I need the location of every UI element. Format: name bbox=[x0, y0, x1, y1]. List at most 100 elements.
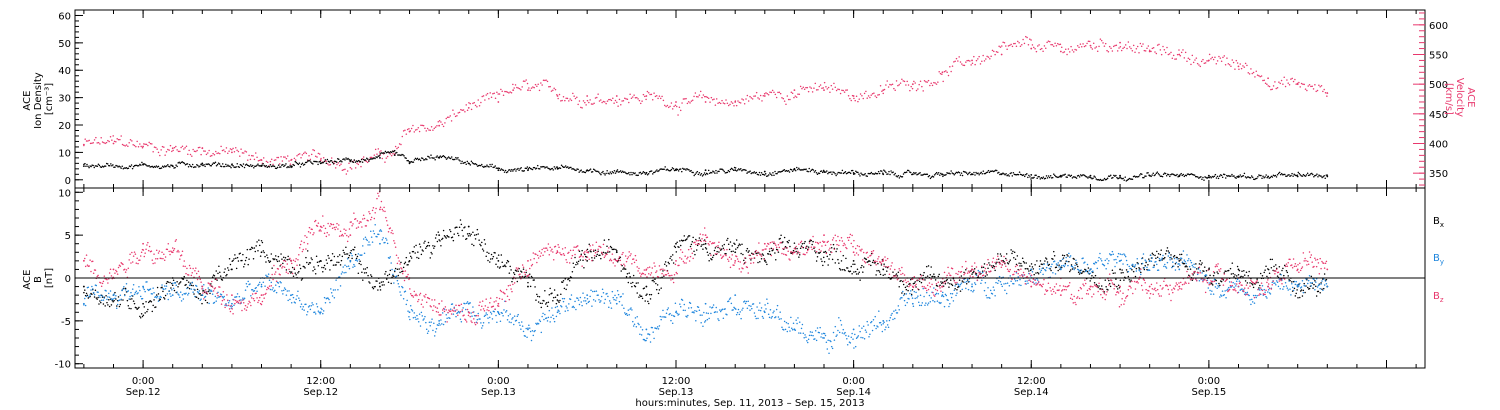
velocity-scatter-point bbox=[1247, 71, 1250, 74]
density-scatter-point bbox=[244, 164, 247, 166]
by-scatter-point bbox=[746, 307, 749, 310]
by-scatter-point bbox=[1026, 280, 1028, 282]
by-scatter-point bbox=[333, 297, 336, 299]
by-scatter-point bbox=[1100, 260, 1103, 262]
bx-scatter-point bbox=[1041, 263, 1043, 266]
velocity-scatter-point bbox=[1100, 39, 1103, 42]
velocity-scatter-point bbox=[129, 139, 132, 141]
bx-scatter-point bbox=[271, 267, 273, 269]
by-scatter-point bbox=[764, 304, 766, 306]
bx-scatter-point bbox=[372, 287, 375, 290]
density-scatter-point bbox=[93, 166, 95, 169]
density-scatter-point bbox=[112, 164, 114, 166]
by-point bbox=[1059, 268, 1062, 271]
bx-scatter-point bbox=[832, 243, 835, 246]
by-scatter-point bbox=[334, 289, 336, 291]
velocity-scatter-point bbox=[112, 135, 114, 137]
velocity-scatter-point bbox=[127, 145, 129, 147]
density-scatter-point bbox=[1028, 174, 1030, 177]
bx-scatter-point bbox=[711, 258, 713, 261]
velocity-scatter-point bbox=[636, 96, 638, 99]
bx-scatter-point bbox=[851, 272, 853, 275]
bx-scatter-point bbox=[742, 253, 744, 256]
by-scatter-point bbox=[121, 289, 123, 292]
velocity-scatter-point bbox=[834, 86, 837, 88]
by-scatter-point bbox=[1219, 296, 1221, 298]
velocity-scatter-point bbox=[1194, 59, 1196, 61]
bx-scatter-point bbox=[568, 279, 571, 282]
by-scatter-point bbox=[235, 295, 238, 298]
density-scatter-point bbox=[1208, 176, 1210, 179]
velocity-scatter-point bbox=[869, 96, 871, 99]
bx-scatter-point bbox=[91, 293, 93, 295]
by-scatter-point bbox=[980, 282, 982, 284]
bx-scatter-point bbox=[261, 241, 264, 244]
by-scatter-point bbox=[869, 333, 871, 336]
density-scatter-point bbox=[442, 155, 445, 157]
density-scatter-point bbox=[807, 170, 809, 173]
bx-scatter-point bbox=[1143, 268, 1146, 271]
by-scatter-point bbox=[520, 328, 522, 330]
bx-scatter-point bbox=[286, 258, 289, 261]
velocity-scatter-point bbox=[398, 143, 401, 145]
velocity-scatter-point bbox=[1151, 47, 1154, 50]
bx-scatter-point bbox=[497, 254, 500, 256]
velocity-scatter-point bbox=[946, 71, 948, 73]
bx-scatter-point bbox=[93, 296, 96, 298]
bx-scatter-point bbox=[97, 296, 99, 299]
density-scatter-point bbox=[570, 166, 572, 169]
velocity-scatter-point bbox=[895, 80, 898, 82]
bx-scatter-point bbox=[513, 273, 516, 276]
by-scatter-point bbox=[289, 298, 291, 301]
velocity-scatter-point bbox=[986, 55, 988, 58]
velocity-scatter-point bbox=[366, 161, 369, 164]
bx-scatter-point bbox=[162, 290, 164, 293]
density-scatter-point bbox=[1276, 174, 1279, 176]
by-scatter-point bbox=[857, 335, 860, 337]
by-scatter-point bbox=[509, 313, 511, 315]
density-scatter-point bbox=[261, 164, 263, 166]
by-scatter-point bbox=[1125, 259, 1128, 262]
by-scatter-point bbox=[981, 271, 984, 274]
bx-scatter-point bbox=[582, 259, 584, 261]
bx-scatter-point bbox=[433, 247, 435, 249]
by-scatter-point bbox=[288, 290, 290, 292]
bx-scatter-point bbox=[1107, 289, 1109, 291]
velocity-scatter-point bbox=[827, 86, 830, 89]
velocity-scatter-point bbox=[529, 89, 531, 92]
density-scatter-point bbox=[523, 170, 526, 172]
velocity-scatter-point bbox=[160, 149, 162, 151]
density-scatter-point bbox=[130, 164, 133, 166]
velocity-scatter-point bbox=[600, 99, 602, 101]
bx-scatter-point bbox=[1063, 254, 1066, 257]
by-scatter-point bbox=[1136, 258, 1138, 260]
velocity-scatter-point bbox=[258, 159, 261, 162]
density-scatter-point bbox=[1041, 177, 1044, 180]
velocity-scatter-point bbox=[1135, 47, 1138, 50]
bx-scatter-point bbox=[926, 275, 929, 277]
density-scatter-point bbox=[1315, 174, 1317, 177]
velocity-scatter-point bbox=[947, 74, 950, 77]
bx-scatter-point bbox=[639, 294, 641, 296]
velocity-scatter-point bbox=[386, 155, 389, 158]
by-scatter-point bbox=[1103, 264, 1106, 267]
bx-scatter-point bbox=[451, 236, 454, 238]
density-scatter-point bbox=[317, 163, 319, 166]
velocity-scatter-point bbox=[846, 89, 849, 91]
density-scatter-point bbox=[662, 168, 664, 171]
density-scatter-point bbox=[1029, 176, 1031, 178]
by-scatter-point bbox=[1221, 290, 1224, 292]
velocity-scatter-point bbox=[1195, 57, 1198, 59]
bx-scatter-point bbox=[111, 299, 114, 302]
velocity-scatter-point bbox=[541, 84, 543, 86]
velocity-point bbox=[704, 101, 707, 103]
density-scatter-point bbox=[1045, 175, 1048, 177]
by-scatter-point bbox=[347, 265, 350, 267]
by-scatter-point bbox=[802, 332, 805, 334]
bx-scatter-point bbox=[734, 243, 736, 246]
velocity-scatter-point bbox=[925, 80, 927, 83]
bx-scatter-point bbox=[1083, 271, 1085, 273]
velocity-scatter-point bbox=[1236, 62, 1239, 64]
density-scatter-point bbox=[1275, 176, 1278, 178]
bx-scatter-point bbox=[648, 302, 650, 305]
